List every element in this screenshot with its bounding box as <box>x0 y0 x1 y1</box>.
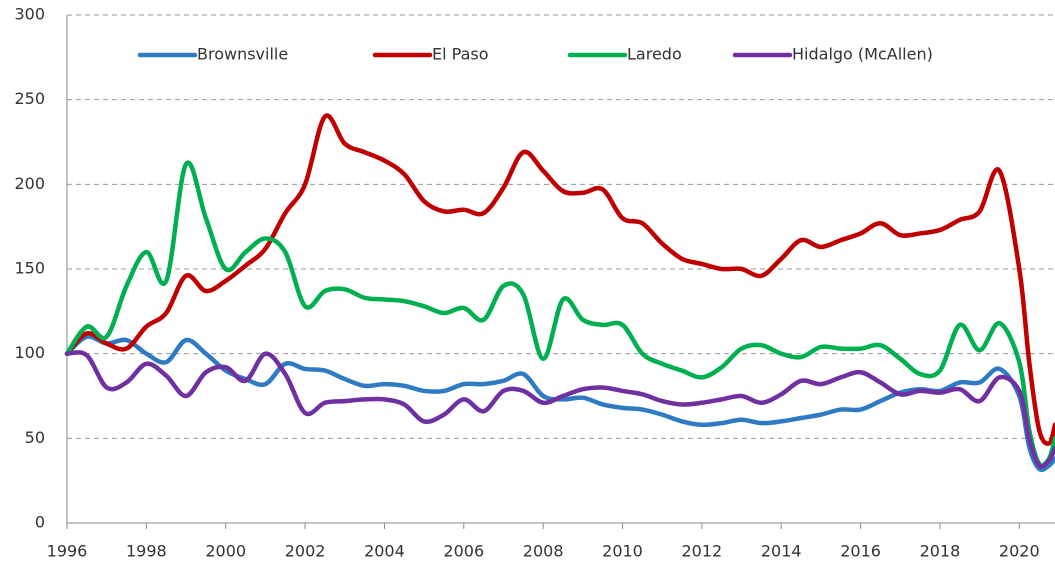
x-tick-label: 2006 <box>443 542 484 561</box>
legend-label: Laredo <box>627 45 682 64</box>
x-tick-label: 2016 <box>840 542 881 561</box>
x-tick-label: 1998 <box>126 542 167 561</box>
x-tick-label: 2008 <box>523 542 564 561</box>
legend-label: Brownsville <box>197 45 288 64</box>
x-tick-label: 1996 <box>47 542 88 561</box>
y-tick-label: 200 <box>14 174 45 193</box>
y-tick-label: 150 <box>14 259 45 278</box>
data-line <box>64 334 1055 473</box>
y-tick-label: 250 <box>14 89 45 108</box>
y-tick-label: 0 <box>35 513 45 532</box>
data-line <box>64 160 1055 468</box>
x-tick-label: 2002 <box>285 542 326 561</box>
x-tick-label: 2004 <box>364 542 405 561</box>
x-tick-label: 2010 <box>602 542 643 561</box>
x-tick-label: 2018 <box>920 542 961 561</box>
data-line <box>64 350 1055 469</box>
x-tick-label: 2012 <box>682 542 723 561</box>
y-tick-label: 50 <box>25 428 45 447</box>
legend-label: El Paso <box>432 45 489 64</box>
x-tick-label: 2014 <box>761 542 802 561</box>
legend-label: Hidalgo (McAllen) <box>792 45 933 64</box>
y-tick-label: 100 <box>14 343 45 362</box>
y-tick-label: 300 <box>14 5 45 24</box>
x-tick-label: 2000 <box>205 542 246 561</box>
data-line <box>64 113 1055 446</box>
x-tick-label: 2020 <box>999 542 1040 561</box>
